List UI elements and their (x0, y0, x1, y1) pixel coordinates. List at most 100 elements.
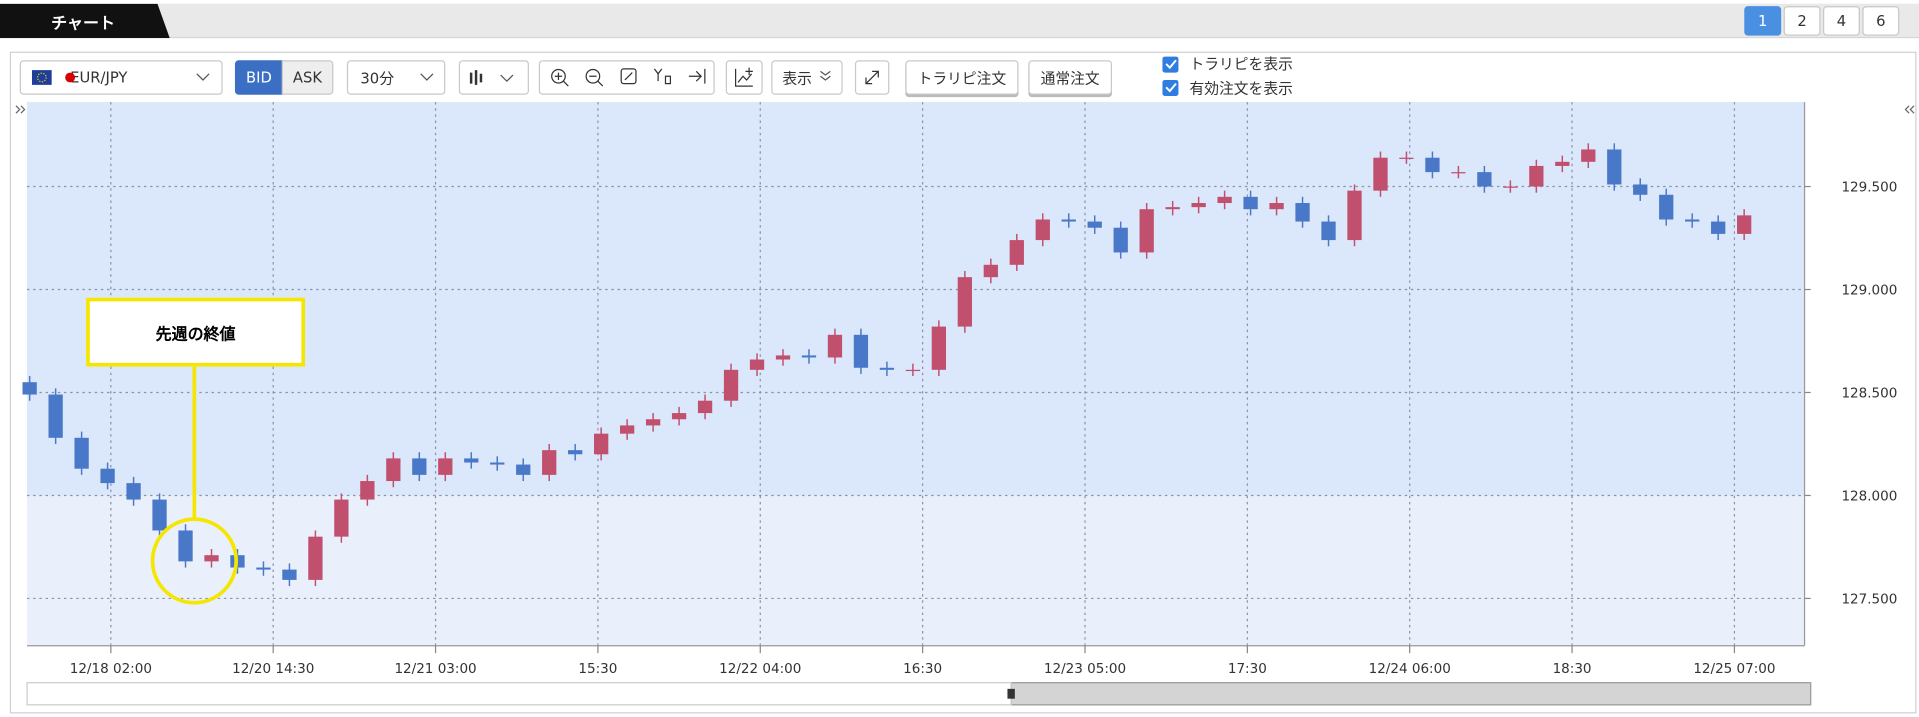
trailing-order-button[interactable]: トラリピ注文 (905, 60, 1019, 95)
candle-body (1347, 190, 1362, 241)
range-band (27, 102, 1805, 496)
tab[interactable]: チャート (51, 14, 115, 33)
candle-body (334, 499, 349, 537)
fullscreen[interactable] (854, 60, 890, 95)
expand-left[interactable] (15, 105, 26, 114)
candle-body (48, 394, 63, 438)
scroll-handle[interactable] (1007, 688, 1015, 699)
candle-body (1217, 196, 1232, 204)
scroll-track (26, 682, 1012, 706)
candle-body (516, 464, 531, 475)
y-tick-label: 129.000 (1841, 282, 1897, 298)
x-tick-label: 12/22 04:00 (719, 661, 801, 677)
page-button[interactable]: 6 (1862, 6, 1900, 36)
candle-body (204, 555, 219, 562)
plot: 127.500 128.000 128.500 129.000 129.500 12/18… (22, 102, 1897, 677)
candle-body (957, 277, 972, 327)
candle-body (1659, 194, 1674, 220)
y-tick-label: 128.000 (1841, 488, 1897, 504)
candle-body (282, 569, 297, 580)
display-select[interactable]: 表示 (771, 60, 843, 95)
tool-icons (550, 68, 705, 87)
caret (420, 73, 434, 81)
expand-right[interactable] (1904, 105, 1915, 114)
caret (820, 70, 831, 81)
candle-body (1711, 221, 1726, 234)
candle-body (1373, 157, 1388, 191)
y-tick-label: 128.500 (1841, 385, 1897, 401)
expand-icon (865, 70, 879, 85)
candle-body (827, 334, 843, 358)
page-button[interactable]: 4 (1823, 6, 1860, 36)
symbol-select[interactable]: EUR/JPY (19, 60, 223, 95)
x-tick-label: 12/21 03:00 (394, 661, 476, 677)
candle-body (853, 334, 869, 368)
candle-body (1009, 240, 1024, 265)
candle-body (1607, 149, 1622, 185)
checkbox-label[interactable]: 有効注文を表示 (1189, 79, 1293, 98)
candle-body (386, 458, 401, 482)
scroll-thumb[interactable] (1010, 682, 1812, 706)
checkboxes[interactable] (1161, 55, 1181, 99)
candle-body (1243, 196, 1258, 210)
x-tick-label: 15:30 (578, 661, 617, 677)
bid-button[interactable]: BID (234, 60, 283, 95)
x-tick-label: 12/18 02:00 (70, 661, 152, 677)
y-tick-label: 129.500 (1841, 179, 1897, 195)
candle-body (542, 450, 557, 475)
tab-bar (0, 3, 1919, 39)
candle-body (1321, 221, 1336, 241)
x-tick-label: 17:30 (1228, 661, 1267, 677)
candle-body (308, 536, 323, 580)
indicator-icon (734, 67, 753, 87)
candle-body (1477, 172, 1492, 187)
candle-body (775, 355, 791, 360)
chart-type-icon (469, 70, 514, 85)
page-button[interactable]: 2 (1783, 6, 1821, 36)
y-tick-label: 127.500 (1841, 591, 1897, 607)
normal-order-button[interactable]: 通常注文 (1028, 60, 1113, 95)
candle-body (490, 462, 505, 465)
candle-body (619, 425, 635, 434)
chart-type-select[interactable] (458, 60, 529, 95)
x-tick-label: 12/23 05:00 (1044, 661, 1126, 677)
candle-body (1737, 215, 1752, 234)
candle-body (1035, 219, 1050, 241)
candle-body (749, 359, 765, 370)
tab-shape (0, 3, 170, 39)
candle-body (1685, 219, 1700, 222)
x-tick-label: 12/25 07:00 (1693, 661, 1775, 677)
candle-body (1295, 203, 1310, 222)
candle-body (671, 413, 687, 420)
candle-body (1425, 157, 1440, 173)
page-button[interactable]: 1 (1744, 6, 1782, 36)
add-indicator[interactable] (725, 60, 763, 95)
annotation: 先週の終値 (86, 297, 306, 367)
candle-body (1165, 207, 1180, 210)
x-tick-label: 12/20 14:30 (232, 661, 314, 677)
candle-body (1087, 221, 1102, 228)
symbol-icons (31, 70, 210, 85)
candle-body (1139, 209, 1154, 253)
candle-body (723, 369, 739, 401)
candle-body (1581, 149, 1596, 162)
candle-body (1503, 186, 1518, 188)
tool-group[interactable] (538, 60, 715, 95)
candle-body (22, 382, 37, 395)
candle-body (905, 369, 921, 372)
candle-body (412, 458, 427, 475)
ask-button[interactable]: ASK (281, 60, 334, 95)
candle-body (126, 483, 141, 500)
candle-body (645, 419, 661, 426)
candle-body (1399, 157, 1414, 159)
candle-body (256, 567, 271, 570)
checkbox-label[interactable]: トラリピを表示 (1189, 55, 1293, 73)
candle-body (100, 468, 115, 484)
candle-body (1451, 172, 1466, 174)
candle-body (1113, 227, 1128, 253)
annotation-circle (150, 517, 239, 605)
candle-body (931, 326, 947, 370)
candle-body (178, 530, 193, 562)
